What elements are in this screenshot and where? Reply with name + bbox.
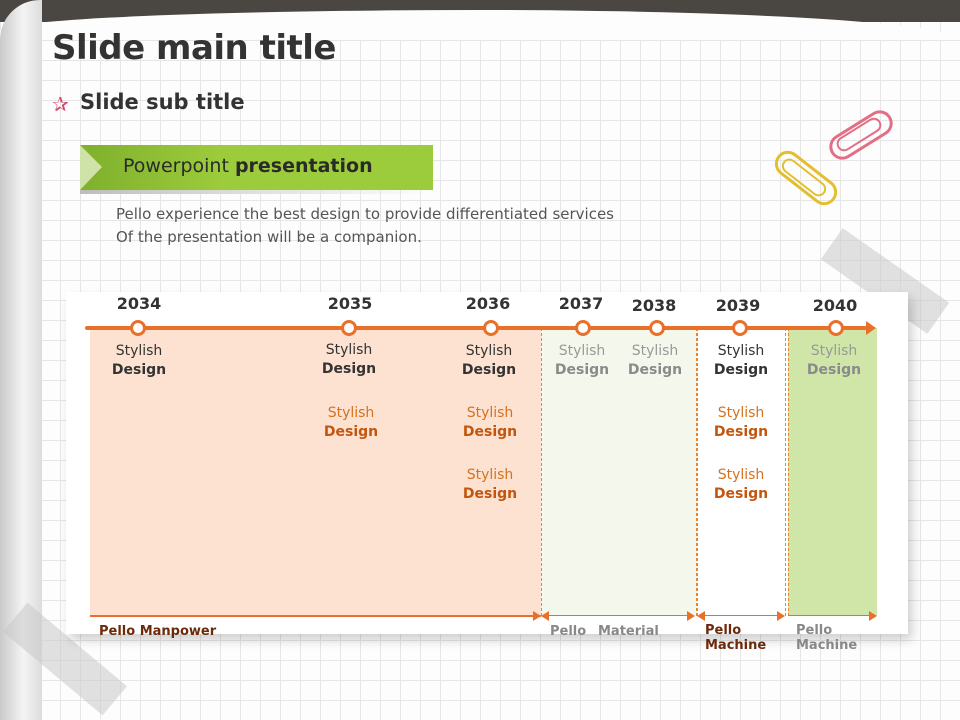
- timeline-item: Stylish Design: [304, 341, 394, 379]
- range-arrow-right-icon: [777, 611, 785, 621]
- machine-region: [788, 328, 877, 616]
- year-label: 2039: [715, 296, 761, 315]
- manpower-region: [90, 328, 541, 616]
- year-label: 2035: [327, 294, 373, 313]
- item-line: Stylish: [717, 405, 765, 421]
- timeline-item: Stylish Design: [94, 342, 184, 380]
- machine-range-line: [788, 615, 870, 616]
- item-line: Stylish: [717, 467, 765, 483]
- timeline-item: Stylish Design: [610, 342, 700, 380]
- item-line-bold: Design: [713, 362, 769, 378]
- item-line-bold: Design: [462, 424, 518, 440]
- item-line: Stylish: [717, 343, 765, 359]
- section-banner: [80, 145, 433, 190]
- timeline-item: Stylish Design: [445, 404, 535, 442]
- category-label-machine: Pello Machine: [796, 623, 857, 653]
- manpower-range-line: [90, 615, 541, 617]
- material-range-line: [545, 615, 691, 616]
- item-line-bold: Design: [713, 424, 769, 440]
- item-line-bold: Design: [713, 486, 769, 502]
- slide-subtitle: Slide sub title: [80, 90, 245, 114]
- item-line: Stylish: [115, 343, 163, 359]
- timeline-dot: [575, 320, 591, 336]
- timeline-item: Stylish Design: [789, 342, 879, 380]
- item-line-bold: Design: [321, 361, 377, 377]
- star-doodle-icon: ✰: [52, 92, 69, 116]
- category-line: Machine: [705, 638, 767, 653]
- item-line: Stylish: [466, 467, 514, 483]
- slide-title: Slide main title: [52, 28, 336, 68]
- item-line-bold: Design: [462, 486, 518, 502]
- timeline-item: Stylish Design: [306, 404, 396, 442]
- timeline-item: Stylish Design: [537, 342, 627, 380]
- range-arrow-right-icon: [533, 611, 541, 621]
- category-line: Pello: [705, 623, 742, 638]
- timeline-dot: [483, 320, 499, 336]
- year-label: 2034: [116, 294, 162, 313]
- timeline-dot: [341, 320, 357, 336]
- category-line: Machine: [796, 638, 858, 653]
- item-line: Stylish: [465, 343, 513, 359]
- timeline-item: Stylish Design: [444, 342, 534, 380]
- description: Pello experience the best design to prov…: [116, 203, 614, 249]
- year-label: 2036: [465, 294, 511, 313]
- category-label-material: Pello: [550, 624, 587, 639]
- item-line-bold: Design: [461, 362, 517, 378]
- item-line: Stylish: [327, 405, 375, 421]
- range-arrow-left-icon: [697, 611, 705, 621]
- category-label-manpower: Pello Manpower: [99, 624, 217, 639]
- range-arrow-right-icon: [687, 611, 695, 621]
- category-label-machine: Pello Machine: [705, 623, 766, 653]
- item-line: Stylish: [631, 343, 679, 359]
- banner-text-regular: Powerpoint: [123, 155, 235, 177]
- divider: [697, 328, 698, 616]
- timeline-item: Stylish Design: [696, 466, 786, 504]
- year-label: 2037: [558, 294, 604, 313]
- description-line: Of the presentation will be a companion.: [116, 228, 422, 246]
- banner-text-bold: presentation: [234, 155, 373, 177]
- item-line: Stylish: [466, 405, 514, 421]
- timeline-axis: [85, 326, 867, 330]
- item-line: Stylish: [558, 343, 606, 359]
- banner-heading: Powerpoint presentation: [123, 155, 373, 177]
- timeline-dot: [130, 320, 146, 336]
- category-label-material: Material: [598, 624, 659, 639]
- machine-range-line: [701, 615, 781, 616]
- item-line: Stylish: [325, 342, 373, 358]
- left-page-fold: [0, 0, 42, 720]
- timeline-dot: [649, 320, 665, 336]
- timeline-arrow-icon: [866, 321, 876, 335]
- item-line-bold: Design: [554, 362, 610, 378]
- divider: [785, 328, 786, 616]
- item-line-bold: Design: [323, 424, 379, 440]
- timeline-item: Stylish Design: [696, 404, 786, 442]
- timeline-item: Stylish Design: [445, 466, 535, 504]
- timeline-dot: [828, 320, 844, 336]
- range-arrow-right-icon: [869, 611, 877, 621]
- year-label: 2040: [812, 296, 858, 315]
- material-region: [541, 328, 697, 616]
- item-line-bold: Design: [627, 362, 683, 378]
- banner-shadow: [80, 190, 433, 194]
- description-line: Pello experience the best design to prov…: [116, 205, 614, 223]
- item-line-bold: Design: [111, 362, 167, 378]
- timeline-dot: [732, 320, 748, 336]
- category-line: Pello: [796, 623, 833, 638]
- year-label: 2038: [631, 296, 677, 315]
- item-line-bold: Design: [806, 362, 862, 378]
- item-line: Stylish: [810, 343, 858, 359]
- range-arrow-left-icon: [541, 611, 549, 621]
- timeline-item: Stylish Design: [696, 342, 786, 380]
- banner-arrow-icon: [80, 145, 102, 190]
